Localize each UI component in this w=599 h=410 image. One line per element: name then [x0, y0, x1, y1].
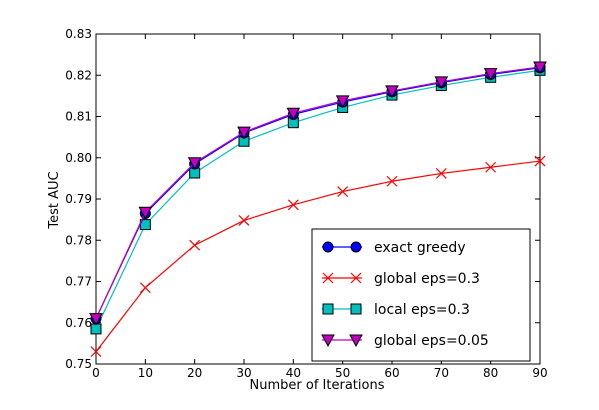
legend-label: global eps=0.3: [374, 271, 480, 287]
x-stroke: [287, 199, 299, 211]
x-tick-label: 0: [92, 366, 100, 380]
legend-marker: [350, 303, 362, 315]
data-point: [534, 155, 546, 167]
x-tick-label: 20: [187, 366, 202, 380]
data-point: [286, 107, 301, 121]
data-point: [139, 282, 151, 294]
y-tick-label: 0.80: [65, 151, 92, 165]
legend-marker: [350, 272, 362, 284]
data-point: [435, 168, 447, 179]
legend-marker: [350, 241, 362, 253]
legend-marker: [321, 334, 335, 348]
x-tick-label: 30: [236, 366, 251, 380]
data-point: [237, 126, 251, 140]
x-stroke: [322, 272, 334, 284]
x-stroke: [435, 168, 447, 179]
data-point: [90, 346, 102, 358]
y-tick-labels: 0.75 0.76 0.77 0.78 0.79 0.80 0.81 0.82 0.83: [65, 27, 92, 371]
data-point: [89, 313, 103, 326]
y-tick-label: 0.83: [65, 27, 92, 41]
data-point: [138, 206, 153, 220]
x-tick-label: 60: [384, 366, 399, 380]
series-line: [95, 67, 541, 319]
x-tick-label: 80: [483, 366, 498, 380]
legend-label: exact greedy: [374, 240, 466, 256]
data-point: [337, 186, 349, 197]
data-point: [386, 175, 398, 187]
y-tick-label: 0.82: [65, 68, 92, 82]
legend-marker: [322, 241, 334, 253]
legend-box: [311, 228, 531, 362]
series-line: [95, 160, 541, 352]
x-tick-label: 10: [138, 366, 153, 380]
x-stroke: [238, 215, 250, 226]
data-point: [187, 157, 202, 170]
x-stroke: [534, 155, 546, 167]
data-point: [385, 85, 399, 98]
data-point: [533, 61, 547, 75]
legend-marker: [322, 303, 334, 315]
legend-label: global eps=0.05: [374, 333, 489, 349]
data-point: [483, 68, 498, 81]
plot-area: [89, 33, 547, 365]
data-point: [485, 161, 497, 173]
x-axis-label: Number of Iterations: [250, 378, 385, 393]
x-stroke: [337, 186, 349, 197]
y-axis-label: Test AUC: [47, 171, 62, 229]
x-tick-label: 90: [532, 366, 547, 380]
x-stroke: [485, 161, 497, 173]
y-tick-label: 0.75: [65, 357, 92, 371]
legend-marker: [349, 334, 363, 348]
x-tick-labels: 0 10 20 30 40 50 60 70 80 90: [92, 366, 547, 380]
legend-label: local eps=0.3: [374, 302, 470, 318]
series-line: [95, 69, 541, 330]
x-tick-label: 70: [434, 366, 449, 380]
x-stroke: [90, 346, 102, 358]
series-line: [95, 66, 541, 319]
y-tick-label: 0.76: [65, 316, 92, 330]
x-tick-label: 50: [335, 366, 350, 380]
y-tick-label: 0.79: [65, 192, 92, 206]
x-stroke: [386, 175, 398, 187]
y-tick-label: 0.78: [65, 233, 92, 247]
y-tick-label: 0.81: [65, 110, 92, 124]
x-stroke: [139, 282, 151, 294]
data-point: [238, 215, 250, 226]
x-stroke: [350, 272, 362, 284]
legend: exact greedy global eps=0.3 local eps=0.3 g…: [311, 228, 531, 362]
data-point: [434, 76, 449, 89]
x-stroke: [189, 239, 201, 251]
legend-marker: [322, 272, 334, 284]
data-point: [189, 239, 201, 251]
data-point: [335, 95, 350, 108]
y-tick-label: 0.77: [65, 275, 92, 289]
data-point: [287, 199, 299, 211]
x-tick-label: 40: [286, 366, 301, 380]
